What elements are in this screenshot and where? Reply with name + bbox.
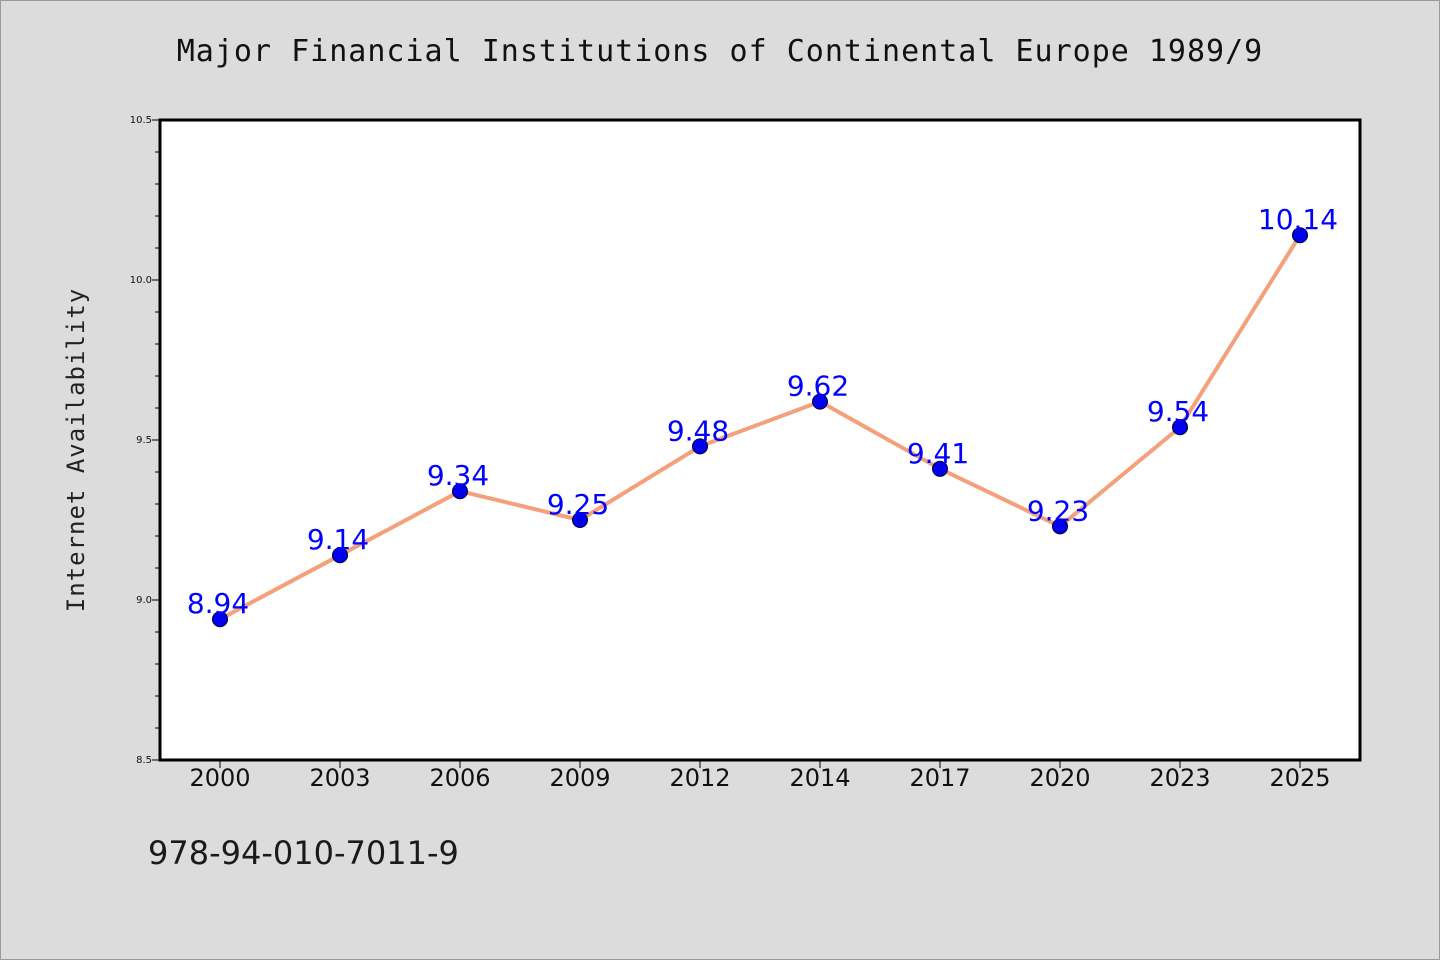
data-point <box>332 547 348 564</box>
data-label: 8.94 <box>187 587 249 620</box>
data-point <box>692 438 708 455</box>
x-tick-label: 2023 <box>1149 764 1210 792</box>
data-point <box>1052 518 1068 535</box>
y-tick-label: 9.0 <box>136 595 152 606</box>
data-label: 9.34 <box>427 459 489 492</box>
data-markers <box>212 227 1308 628</box>
x-tick-label: 2025 <box>1269 764 1330 792</box>
x-tick-label: 2000 <box>189 764 250 792</box>
chart-title: Major Financial Institutions of Continen… <box>176 34 1264 69</box>
series-line <box>219 234 1302 621</box>
x-tick-label: 2014 <box>789 764 850 792</box>
data-label: 9.48 <box>667 414 729 447</box>
plot-area <box>158 118 1362 762</box>
data-point <box>212 611 228 628</box>
data-point <box>452 483 468 500</box>
data-point <box>1172 419 1188 436</box>
x-tick-label: 2006 <box>429 764 490 792</box>
y-axis-ticks: 8.5 9.0 9.5 10.0 10.5 <box>130 115 160 766</box>
data-label: 9.23 <box>1027 494 1089 527</box>
data-point <box>572 512 588 528</box>
data-point <box>1292 227 1308 244</box>
y-tick-label: 9.5 <box>136 435 152 446</box>
data-point <box>932 460 948 477</box>
x-axis-ticks: 2000 2003 2006 2009 2012 2014 2017 2020 2023 2025 <box>189 760 1331 792</box>
x-tick-label: 2020 <box>1029 764 1090 792</box>
x-tick-label: 2012 <box>669 764 730 792</box>
data-label: 10.14 <box>1258 203 1338 236</box>
data-label: 9.14 <box>307 523 369 556</box>
footer-code: 978-94-010-7011-9 <box>148 834 459 872</box>
data-label: 9.41 <box>907 437 969 470</box>
data-labels: 8.94 9.14 9.34 9.25 9.48 9.62 9.41 9.23 9.54 10.1… <box>187 203 1338 620</box>
x-tick-label: 2003 <box>309 764 370 792</box>
data-label: 9.25 <box>547 488 609 521</box>
x-tick-label: 2009 <box>549 764 610 792</box>
y-tick-label: 10.5 <box>130 115 152 126</box>
data-label: 9.62 <box>787 370 849 403</box>
y-tick-label: 10.0 <box>130 275 152 286</box>
data-point <box>812 393 828 410</box>
y-tick-label: 8.5 <box>136 755 152 766</box>
data-label: 9.54 <box>1147 395 1209 428</box>
x-tick-label: 2017 <box>909 764 970 792</box>
